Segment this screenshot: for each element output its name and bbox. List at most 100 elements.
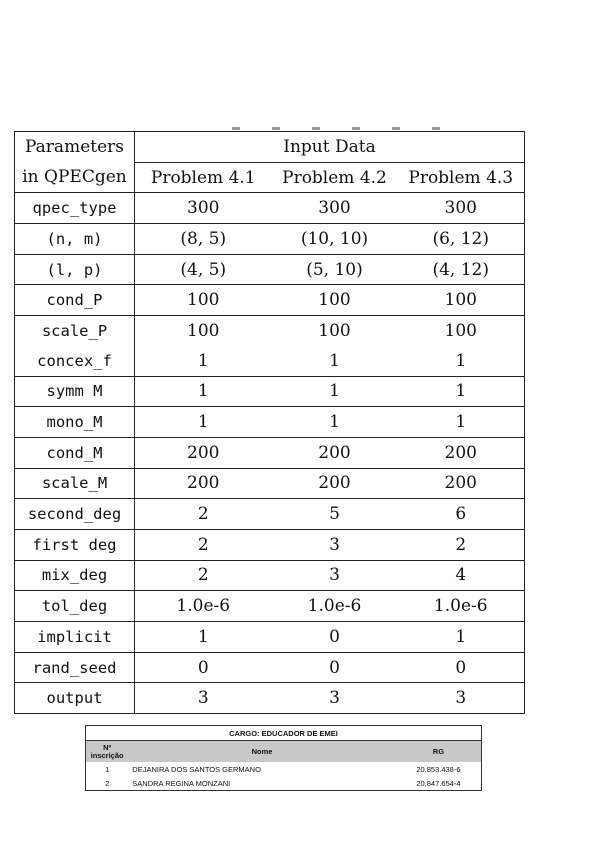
listing-body: 1 DEJANIRA DOS SANTOS GERMANO 20.853.438-6… [86,762,482,791]
parameter-value-problem-4-2: 1 [329,350,340,371]
parameter-value-problem-4-1: 200 [187,473,220,494]
parameter-name: mono_M [14,406,135,438]
parameter-value-problem-4-1: 1 [197,412,209,433]
parameter-name: tol_deg [14,590,135,622]
parameter-value-problem-4-3: 1 [397,345,525,376]
parameter-value-problem-4-1: 1 [197,381,209,402]
parameter-row: scale_M 200 200 200 [14,468,525,499]
header-input-data: Input Data [134,131,525,163]
rg-cell: 20.847.654-4 [416,778,461,788]
nome-cell: SANDRA REGINA MONZANI [132,778,231,788]
parameter-row: second_deg 2 5 6 [14,498,525,530]
parameter-name: output [14,682,135,714]
parameter-value-problem-4-1: 300 [187,198,220,219]
parameter-value-problem-4-2: 100 [318,320,351,341]
parameter-value-problem-4-2: 1.0e-6 [307,596,362,617]
parameter-name: symm M [14,376,135,407]
parameter-value-problem-4-3: 100 [397,315,525,346]
parameter-value-problem-4-1: 0 [197,657,209,678]
parameter-name: scale_P [14,315,135,346]
table-row: 2 SANDRA REGINA MONZANI 20.847.654-4 [86,776,482,791]
cargo-title: CARGO: EDUCADOR DE EMEI [85,725,482,741]
parameter-row: implicit 1 0 1 [14,621,525,653]
parameter-value-problem-4-3: 3 [397,682,525,714]
header-inscricao: Nº inscrição [85,740,129,762]
header-inscricao-line2: inscrição [90,750,124,760]
parameter-name: qpec_type [14,192,135,224]
parameter-value-problem-4-3: 4 [397,560,525,591]
parameter-name: implicit [14,621,135,653]
parameter-value-problem-4-1: (4, 5) [180,259,227,280]
parameter-row: cond_M 200 200 200 [14,437,525,469]
parameter-value-problem-4-1: 2 [197,565,209,586]
parameter-value-problem-4-2: 200 [318,473,351,494]
parameter-row: rand_seed 0 0 0 [14,652,525,683]
parameter-value-problem-4-1: 3 [197,688,209,709]
parameter-row: concex_f 1 1 1 [14,345,525,376]
parameter-row: tol_deg 1.0e-6 1.0e-6 1.0e-6 [14,590,525,622]
parameter-value-problem-4-2: 3 [329,534,340,555]
cropped-caption-remnant [232,127,442,130]
header-parameters-line2: in QPECgen [14,162,135,193]
parameters-table: Parameters Input Data in QPECgen Problem… [14,131,525,714]
parameter-value-problem-4-3: 200 [397,437,525,469]
parameter-value-problem-4-1: 100 [187,290,220,311]
header-problem-4-1: Problem 4.1 [134,161,272,193]
parameter-row: mix_deg 2 3 4 [14,560,525,591]
parameter-name: concex_f [14,345,135,376]
parameter-row: output 3 3 3 [14,682,525,714]
parameter-value-problem-4-2: (5, 10) [306,259,363,280]
parameter-name: second_deg [14,498,135,530]
parameter-value-problem-4-1: 1 [197,350,209,371]
parameter-row: mono_M 1 1 1 [14,406,525,438]
parameter-value-problem-4-1: (8, 5) [180,228,227,249]
header-nome: Nome [128,740,396,762]
header-rg: RG [395,740,482,762]
parameter-value-problem-4-3: 6 [397,498,525,530]
parameter-value-problem-4-2: 100 [318,290,351,311]
parameter-name: cond_P [14,284,135,316]
header-problem-4-2: Problem 4.2 [271,161,398,193]
parameter-value-problem-4-3: 300 [397,192,525,224]
table-row: 1 DEJANIRA DOS SANTOS GERMANO 20.853.438-6 [86,762,482,776]
parameter-value-problem-4-3: (4, 12) [397,254,525,285]
parameter-value-problem-4-2: 3 [329,565,340,586]
parameter-row: (n, m) (8, 5) (10, 10) (6, 12) [14,223,525,255]
candidate-listing-table: CARGO: EDUCADOR DE EMEI Nº inscrição Nom… [85,725,482,791]
parameters-table-body: qpec_type 300 300 300 (n, m) (8, 5) (10, 10) (6… [14,192,525,714]
parameter-value-problem-4-3: 1.0e-6 [397,590,525,622]
parameter-value-problem-4-3: 1 [397,406,525,438]
parameter-name: cond_M [14,437,135,469]
parameter-name: scale_M [14,468,135,499]
parameter-value-problem-4-3: 1 [397,621,525,653]
parameter-value-problem-4-3: 100 [397,284,525,316]
nome-cell: DEJANIRA DOS SANTOS GERMANO [132,764,261,774]
header-parameters-line1: Parameters [14,131,135,163]
parameter-value-problem-4-3: 1 [397,376,525,407]
parameter-name: first deg [14,529,135,561]
parameter-name: mix_deg [14,560,135,591]
parameter-value-problem-4-2: 0 [329,626,340,647]
inscricao-cell: 1 [105,764,110,774]
parameter-value-problem-4-1: 100 [187,320,220,341]
parameter-value-problem-4-2: 200 [318,442,351,463]
parameter-value-problem-4-2: (10, 10) [300,228,369,249]
parameter-value-problem-4-2: 5 [329,504,340,525]
parameter-name: (l, p) [14,254,135,285]
rg-cell: 20.853.438-6 [416,764,461,774]
parameter-row: scale_P 100 100 100 [14,315,525,346]
parameter-value-problem-4-2: 3 [329,688,340,709]
parameter-row: cond_P 100 100 100 [14,284,525,316]
parameter-name: rand_seed [14,652,135,683]
parameter-value-problem-4-1: 2 [197,534,209,555]
parameter-value-problem-4-1: 2 [197,504,209,525]
parameter-row: symm M 1 1 1 [14,376,525,407]
header-inscricao-line1: Nº [103,742,112,752]
parameter-value-problem-4-3: 0 [397,652,525,683]
parameter-row: (l, p) (4, 5) (5, 10) (4, 12) [14,254,525,285]
parameter-value-problem-4-3: 2 [397,529,525,561]
parameter-value-problem-4-1: 200 [187,442,220,463]
parameter-name: (n, m) [14,223,135,255]
parameter-value-problem-4-3: 200 [397,468,525,499]
header-problem-4-3: Problem 4.3 [397,161,525,193]
